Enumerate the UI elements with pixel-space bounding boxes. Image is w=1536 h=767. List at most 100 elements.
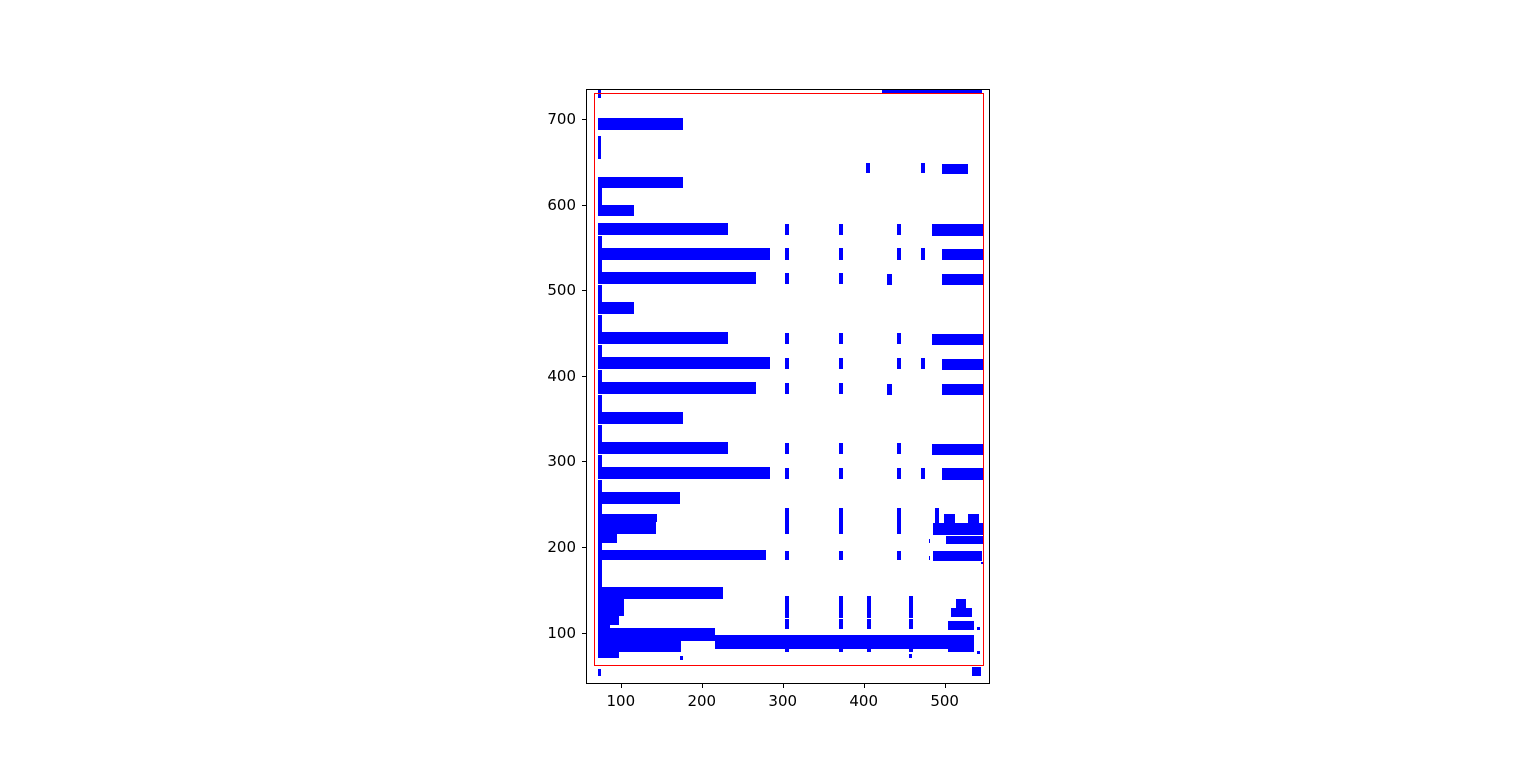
text-region-box <box>597 454 602 467</box>
text-region-box <box>838 223 843 235</box>
text-region-box <box>784 507 789 525</box>
text-region-box <box>597 615 619 626</box>
text-region-box <box>597 560 602 576</box>
text-region-box <box>909 619 914 630</box>
text-region-box <box>949 635 974 644</box>
text-region-box <box>597 479 602 492</box>
y-axis-tick-mark <box>582 118 586 120</box>
text-region-box <box>921 357 926 370</box>
text-region-box <box>838 507 843 525</box>
text-region-box <box>597 641 681 652</box>
text-region-box <box>881 90 983 94</box>
text-region-box <box>931 443 983 455</box>
text-region-box <box>784 524 789 535</box>
text-region-box <box>897 248 902 260</box>
text-region-box <box>921 248 926 260</box>
y-axis-tick-label: 500 <box>547 281 576 300</box>
text-region-box <box>838 467 843 479</box>
y-axis-tick-label: 300 <box>547 452 576 471</box>
x-axis-tick-mark <box>863 684 865 688</box>
y-axis-tick-mark <box>582 632 586 634</box>
y-axis-tick-mark <box>582 547 586 549</box>
text-region-box <box>897 550 902 560</box>
x-axis-tick-mark <box>701 684 703 688</box>
text-region-box <box>886 274 893 286</box>
text-region-box <box>935 507 940 525</box>
text-region-box <box>597 381 757 394</box>
text-region-box <box>886 383 893 395</box>
text-region-box <box>950 607 973 618</box>
x-axis-tick-label: 100 <box>606 692 636 710</box>
y-axis-tick-mark <box>582 461 586 463</box>
text-region-box <box>948 620 974 631</box>
text-region-box <box>909 595 914 619</box>
text-region-box <box>977 626 981 631</box>
plot-content-layer <box>587 90 989 683</box>
text-region-box <box>597 332 728 345</box>
text-region-box <box>597 575 602 587</box>
text-region-box <box>928 538 931 543</box>
text-region-box <box>867 619 872 630</box>
text-region-box <box>944 513 956 524</box>
text-region-box <box>597 204 634 216</box>
x-axis-tick-mark <box>782 684 784 688</box>
text-region-box <box>597 315 602 333</box>
x-axis-tick-label: 500 <box>930 692 959 710</box>
text-region-box <box>838 357 843 370</box>
text-region-box <box>928 555 931 560</box>
text-region-box <box>942 274 983 286</box>
text-region-box <box>897 467 902 479</box>
text-region-box <box>597 369 602 382</box>
text-region-box <box>838 524 843 535</box>
y-axis-tick-label: 200 <box>547 538 576 557</box>
text-region-box <box>921 467 926 479</box>
text-region-box <box>838 333 843 345</box>
text-region-box <box>967 513 979 524</box>
text-region-box <box>932 523 983 536</box>
y-axis-tick-label: 600 <box>547 195 576 214</box>
text-region-box <box>597 302 634 315</box>
text-region-box <box>680 655 684 661</box>
text-region-box <box>942 163 969 174</box>
text-region-box <box>942 383 983 395</box>
y-axis-tick-label: 700 <box>547 109 576 128</box>
text-region-box <box>597 118 684 131</box>
text-region-box <box>977 650 981 655</box>
text-region-box <box>972 667 982 677</box>
y-axis-tick-mark <box>582 204 586 206</box>
y-axis-tick-mark <box>582 290 586 292</box>
text-region-box <box>597 424 602 442</box>
text-region-box <box>597 542 602 551</box>
text-region-box <box>597 357 770 370</box>
text-region-box <box>597 626 607 628</box>
text-region-box <box>784 467 789 479</box>
text-region-box <box>838 619 843 630</box>
text-region-box <box>597 491 681 504</box>
text-region-box <box>597 549 766 560</box>
text-region-box <box>597 598 625 616</box>
text-region-box <box>838 382 843 394</box>
text-region-box <box>597 235 602 248</box>
text-region-box <box>597 586 723 599</box>
text-region-box <box>597 272 757 285</box>
text-region-box <box>932 550 983 561</box>
text-region-box <box>784 382 789 394</box>
text-region-box <box>784 442 789 454</box>
text-region-box <box>931 333 983 346</box>
text-region-box <box>897 357 902 370</box>
text-region-box <box>784 357 789 370</box>
text-region-box <box>956 598 966 610</box>
text-region-box <box>838 550 843 560</box>
x-axis-tick-mark <box>620 684 622 688</box>
text-region-box <box>714 635 953 650</box>
text-region-box <box>597 247 770 260</box>
text-region-box <box>838 248 843 260</box>
text-region-box <box>597 649 620 658</box>
highlight-region-rectangle <box>594 93 984 667</box>
text-region-box <box>597 136 601 160</box>
text-region-box <box>909 654 912 658</box>
text-region-box <box>597 394 602 412</box>
y-axis-tick-label: 400 <box>547 366 576 385</box>
text-region-box <box>897 507 902 525</box>
